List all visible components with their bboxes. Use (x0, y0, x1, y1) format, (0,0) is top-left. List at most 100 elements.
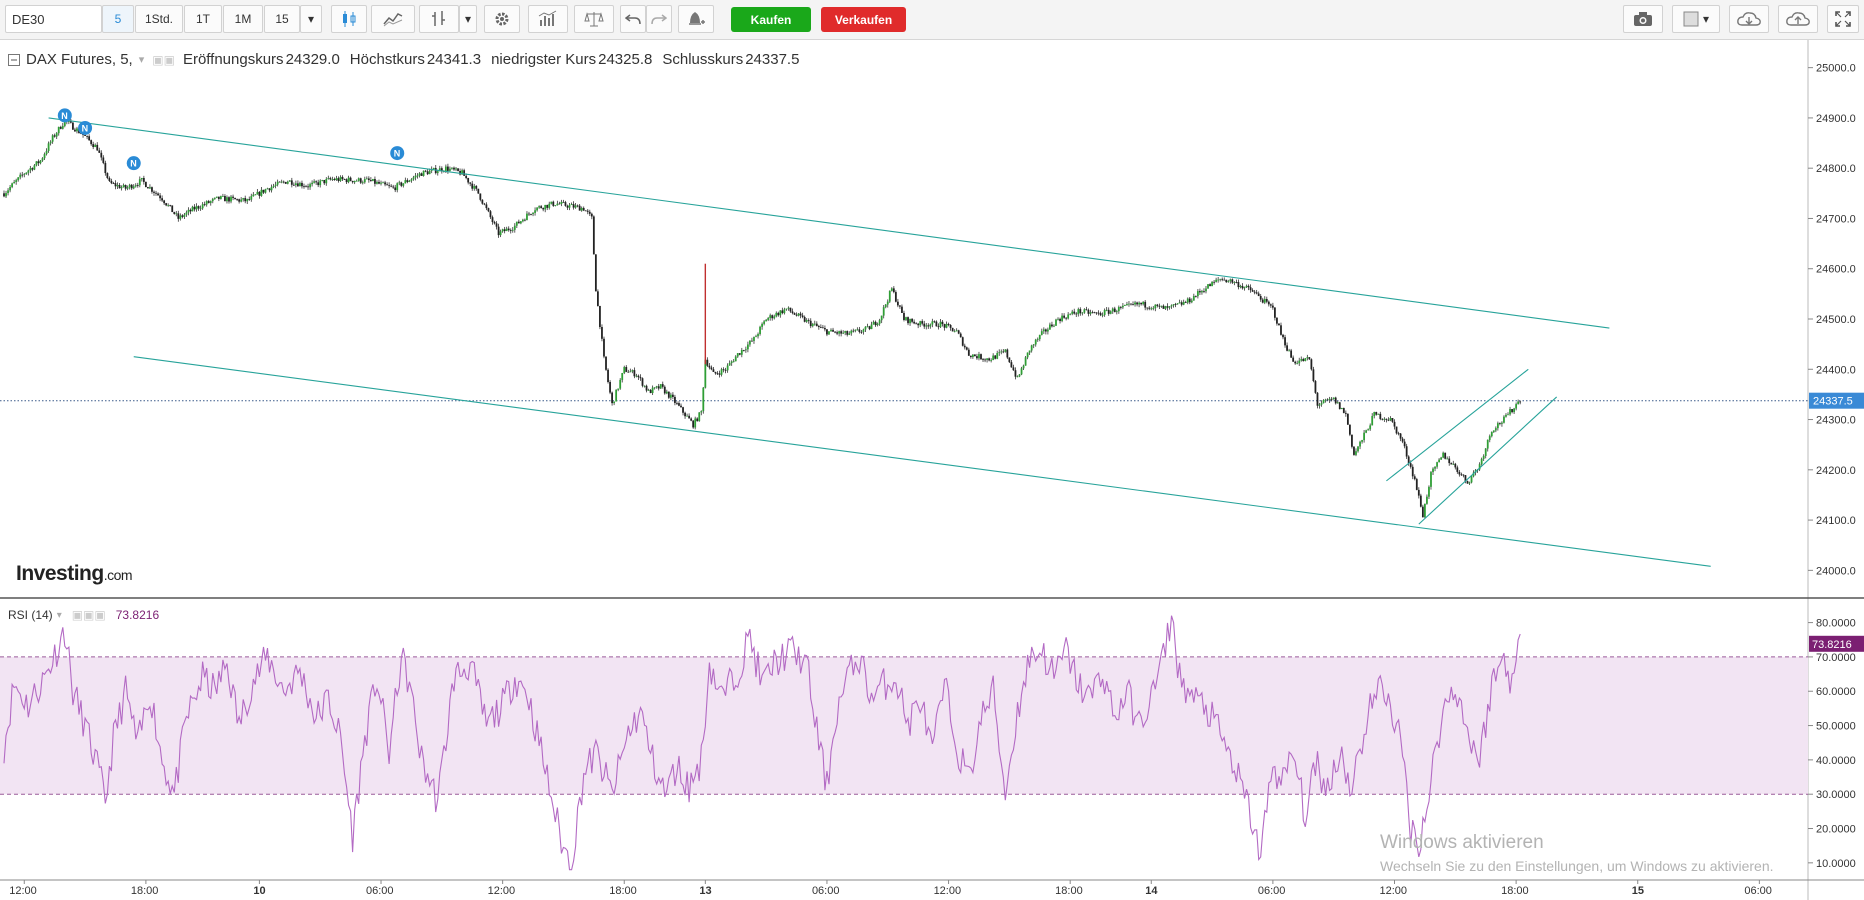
candle-body (43, 154, 46, 159)
sell-button[interactable]: Verkaufen (821, 7, 906, 32)
scale-icon (584, 12, 604, 27)
candle-body (1413, 476, 1416, 480)
cloud-save-button[interactable] (1778, 5, 1818, 33)
candle-body (1492, 430, 1495, 432)
high-value: 24341.3 (426, 51, 482, 68)
chart-type-button[interactable] (419, 5, 459, 33)
chevron-down-icon[interactable]: ▾ (138, 54, 145, 66)
chart-canvas[interactable]: 24000.0 24100.0 24200.0 24300.0 24400.0 24500… (0, 40, 1864, 900)
candle-body (1020, 368, 1023, 375)
interval-1std-button[interactable]: 1Std. (135, 5, 183, 33)
candle-body (1267, 301, 1270, 305)
instrument-label: DAX Futures, 5, (26, 51, 133, 68)
candle-body (134, 185, 137, 187)
candle-body (390, 185, 393, 187)
buy-button[interactable]: Kaufen (731, 7, 811, 32)
interval-1m-button[interactable]: 1M (223, 5, 263, 33)
candle-body (440, 168, 443, 172)
candle-body (1269, 304, 1272, 306)
candle-body (515, 221, 518, 226)
candle-body (742, 350, 745, 351)
candle-body (1438, 459, 1440, 463)
candle-body (1399, 433, 1402, 439)
snapshot-button[interactable] (1623, 5, 1663, 33)
compare-button[interactable] (528, 5, 568, 33)
candle-body (1308, 357, 1311, 360)
collapse-icon[interactable] (8, 53, 20, 66)
interval-5-button[interactable]: 5 (102, 5, 134, 33)
time-axis[interactable]: 12:00 18:00 10 06:00 12:00 18:00 13 06:00 12:00 1… (9, 880, 1772, 897)
candle-body (945, 323, 948, 328)
candle-body (9, 187, 11, 191)
candle-body (963, 345, 966, 348)
candle-body (1028, 350, 1031, 353)
symbol-input[interactable]: DE30 (5, 5, 102, 33)
color-picker-button[interactable]: ▾ (1672, 5, 1720, 33)
color-box-icon (1683, 11, 1699, 27)
candle-body (165, 203, 168, 206)
candle-body (797, 313, 800, 316)
candle-body (645, 385, 648, 391)
redo-button[interactable] (646, 5, 672, 33)
candle-body (499, 231, 502, 236)
candle-body (461, 170, 463, 175)
chart-type-dropdown[interactable]: ▾ (459, 5, 477, 33)
candle-body (219, 196, 222, 199)
candle-body (773, 316, 776, 319)
candle-body (988, 358, 991, 361)
settings-button[interactable] (484, 5, 520, 33)
candle-body (13, 182, 16, 184)
candle-body (783, 309, 786, 314)
candle-body (588, 211, 591, 214)
candle-body (884, 304, 887, 308)
candle-body (872, 321, 875, 325)
interval-1t-button[interactable]: 1T (184, 5, 222, 33)
indicators-button[interactable] (371, 5, 415, 33)
candle-body (686, 415, 688, 417)
candle-body (349, 177, 352, 181)
candle-body (1367, 429, 1370, 431)
scale-button[interactable] (574, 5, 614, 33)
candle-body (1065, 317, 1068, 319)
candle-body (1077, 309, 1080, 315)
alert-button[interactable] (678, 5, 714, 33)
candle-body (852, 330, 855, 332)
interval-dropdown[interactable]: ▾ (300, 5, 322, 33)
candle-body (1140, 302, 1143, 305)
candle-body (449, 168, 451, 171)
candle-body (793, 313, 796, 315)
candle-body (252, 194, 255, 197)
candle-body (274, 184, 277, 186)
undo-button[interactable] (620, 5, 646, 33)
candle-body (1083, 309, 1086, 313)
candle-body (372, 179, 374, 181)
time-tick-label: 18:00 (609, 885, 637, 897)
candle-body (228, 197, 230, 202)
candle-body (749, 340, 751, 345)
candle-body (1424, 503, 1426, 518)
candle-body (980, 354, 982, 360)
candlestick-button[interactable] (331, 5, 367, 33)
candle-body (246, 199, 249, 202)
candle-body (325, 179, 328, 184)
candle-body (1170, 305, 1173, 307)
chevron-down-icon[interactable]: ▾ (56, 609, 62, 621)
candle-body (505, 228, 508, 232)
candle-body (1259, 296, 1262, 300)
fullscreen-button[interactable] (1827, 5, 1859, 33)
candle-body (21, 174, 24, 176)
time-tick-label: 13 (699, 885, 711, 897)
candle-body (272, 185, 275, 187)
candle-body (37, 161, 40, 164)
candle-body (1038, 334, 1041, 340)
candle-body (1199, 291, 1201, 293)
rsi-axis[interactable]: 10.0000 20.0000 30.0000 40.0000 50.0000 60.00… (1808, 618, 1864, 870)
cloud-load-button[interactable] (1729, 5, 1769, 33)
candle-body (805, 320, 808, 322)
watermark-line1: Windows aktivieren (1380, 832, 1544, 853)
time-tick-label: 06:00 (366, 885, 394, 897)
candle-body (901, 306, 903, 313)
candle-body (1314, 381, 1317, 393)
candle-body (1231, 279, 1234, 283)
interval-15-button[interactable]: 15 (264, 5, 300, 33)
